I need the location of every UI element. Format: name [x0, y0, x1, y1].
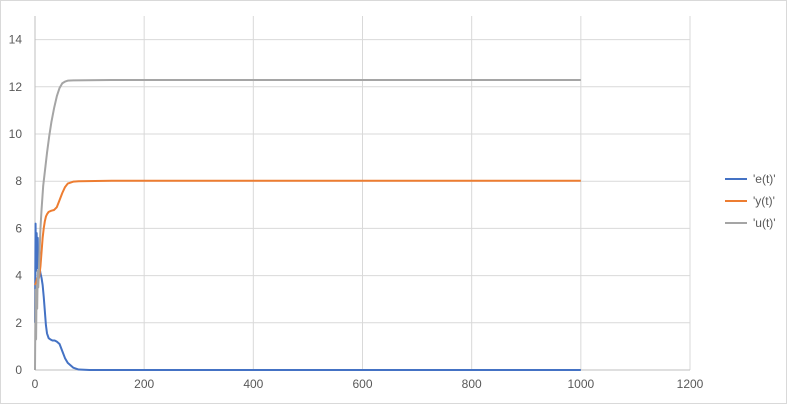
legend-label: 'u(t)' [753, 216, 776, 230]
x-tick-label: 0 [32, 377, 39, 391]
y-tick-label: 4 [15, 269, 22, 283]
x-tick-label: 1000 [567, 377, 594, 391]
y-tick-label: 14 [9, 33, 23, 47]
y-tick-label: 10 [9, 127, 23, 141]
series-line [34, 179, 581, 286]
x-tick-label: 400 [243, 377, 263, 391]
y-tick-label: 2 [15, 316, 22, 330]
legend: 'e(t)' 'y(t)' 'u(t)' [725, 172, 776, 230]
x-tick-label: 800 [462, 377, 482, 391]
y-tick-label: 8 [15, 174, 22, 188]
series-line [34, 222, 581, 371]
series-line [34, 78, 581, 371]
x-tick-label: 200 [134, 377, 154, 391]
x-tick-label: 600 [352, 377, 372, 391]
y-tick-label: 0 [15, 363, 22, 377]
plot-area: 0 2 4 6 8 10 12 14 0 200 400 600 800 1000 1200 'e(t)' 'y… [9, 16, 776, 391]
legend-label: 'e(t)' [753, 172, 776, 186]
y-tick-label: 12 [9, 80, 23, 94]
y-tick-label: 6 [15, 221, 22, 235]
x-tick-label: 1200 [677, 377, 704, 391]
legend-label: 'y(t)' [753, 194, 775, 208]
